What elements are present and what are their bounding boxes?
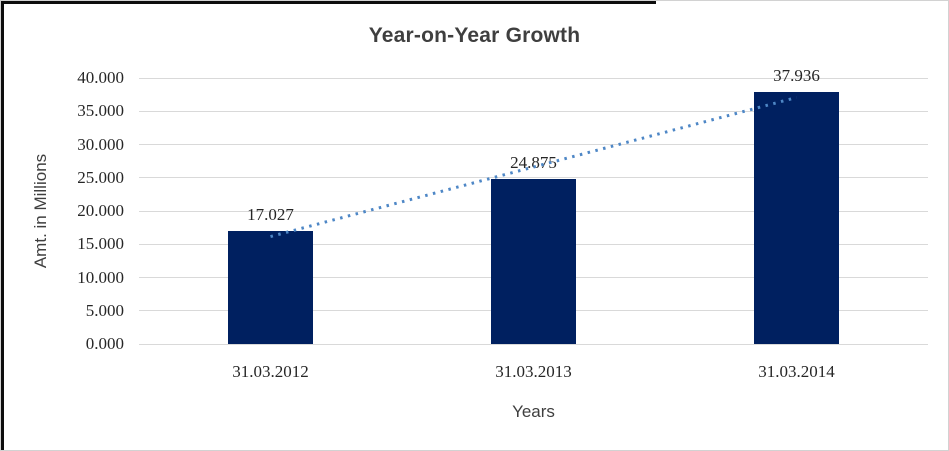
top-border-line (1, 1, 656, 4)
y-axis-tick-label: 10.000 (77, 267, 124, 287)
x-axis-category-label: 31.03.2012 (232, 362, 309, 381)
chart-title: Year-on-Year Growth (368, 24, 581, 47)
x-axis-category-label: 31.03.2013 (495, 362, 572, 381)
y-axis-tick-label: 0.000 (85, 334, 124, 353)
y-axis-tick-label: 25.000 (77, 167, 124, 187)
gridline (139, 77, 928, 79)
y-axis-tick-label: 35.000 (77, 101, 124, 121)
data-label: 17.027 (247, 204, 294, 224)
x-axis-title: Years (512, 402, 555, 421)
bar-31.03.2013 (491, 178, 576, 344)
y-axis-tick-label: 20.000 (77, 201, 124, 220)
data-label: 37.936 (773, 65, 820, 85)
y-axis-tick-label: 5.000 (85, 300, 124, 320)
y-axis-tick-label: 15.000 (77, 234, 124, 254)
gridline (139, 343, 928, 345)
bar-31.03.2014 (754, 91, 839, 344)
y-axis-tick-label: 30.000 (77, 134, 124, 154)
y-axis-tick-label: 40.000 (77, 68, 124, 87)
bar-31.03.2012 (228, 230, 313, 344)
data-label: 24.875 (510, 152, 557, 172)
x-axis-category-label: 31.03.2014 (758, 362, 835, 381)
left-border-line (1, 1, 4, 450)
